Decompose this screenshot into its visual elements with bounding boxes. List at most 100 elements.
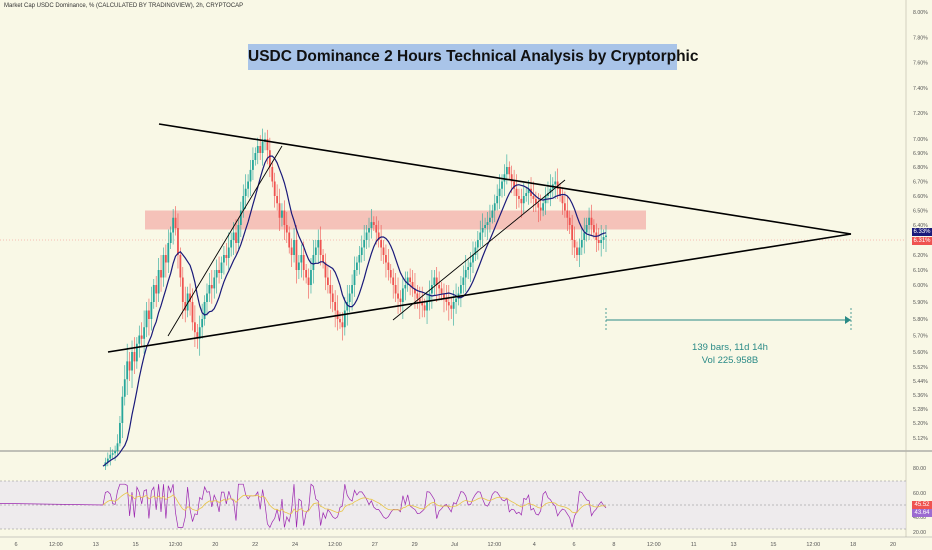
- candle-body: [479, 232, 482, 240]
- short-support-line-2: [392, 179, 566, 321]
- candle-body: [399, 298, 402, 302]
- candle-body: [443, 293, 445, 299]
- candle-body: [392, 277, 395, 285]
- time-tick-label: 12:00: [487, 542, 501, 548]
- time-tick-label: 20: [212, 542, 218, 548]
- candle-body: [505, 167, 508, 175]
- candle-body: [520, 198, 523, 204]
- current-price-label: 6.33%: [912, 228, 932, 236]
- candle-body: [220, 262, 223, 273]
- price-tick-label: 5.28%: [913, 407, 928, 413]
- candle-body: [556, 181, 559, 189]
- moving-average-line: [102, 155, 607, 467]
- candle-body: [447, 302, 450, 306]
- candle-body: [501, 181, 503, 189]
- candle-body: [206, 293, 208, 302]
- candle-body: [346, 302, 349, 311]
- candle-body: [397, 293, 399, 299]
- candle-body: [126, 361, 129, 380]
- time-tick-label: 15: [770, 542, 776, 548]
- rsi-value-label: 45.52: [912, 501, 932, 509]
- candle-body: [585, 225, 588, 233]
- time-tick-label: 24: [292, 542, 298, 548]
- candle-body: [184, 302, 187, 311]
- candle-body: [177, 228, 179, 255]
- candle-body: [515, 188, 518, 196]
- candle-body: [450, 305, 453, 309]
- candle-body: [261, 141, 264, 153]
- candle-body: [111, 453, 114, 455]
- candle-body: [152, 285, 155, 302]
- candle-body: [593, 225, 595, 233]
- candle-body: [213, 277, 216, 289]
- price-tick-label: 5.90%: [913, 300, 928, 306]
- candle-body: [498, 188, 501, 196]
- candle-body: [573, 240, 576, 248]
- candle-body: [326, 277, 329, 285]
- candle-body: [559, 188, 561, 196]
- candle-body: [273, 181, 276, 196]
- time-tick-label: 11: [691, 542, 697, 548]
- candle-body: [510, 174, 513, 182]
- candle-body: [242, 196, 245, 211]
- candle-body: [283, 210, 286, 225]
- candle-body: [203, 302, 206, 319]
- price-tick-label: 7.80%: [913, 35, 928, 41]
- price-tick-label: 5.44%: [913, 379, 928, 385]
- candle-body: [493, 203, 496, 211]
- candle-body: [602, 237, 605, 240]
- candle-body: [150, 302, 153, 319]
- candle-body: [302, 255, 305, 270]
- candle-body: [215, 270, 218, 278]
- candle-body: [281, 210, 283, 218]
- candle-body: [259, 146, 262, 153]
- candle-body: [227, 247, 230, 258]
- candle-body: [252, 160, 254, 170]
- candle-body: [365, 232, 368, 240]
- time-tick-label: 20: [890, 542, 896, 548]
- candle-body: [239, 210, 242, 225]
- candle-body: [423, 305, 426, 311]
- candle-body: [155, 285, 158, 294]
- candle-body: [534, 198, 537, 204]
- candle-body: [554, 181, 557, 185]
- candle-body: [513, 181, 516, 189]
- candle-body: [157, 270, 160, 294]
- candle-body: [368, 228, 370, 233]
- candle-body: [109, 454, 112, 459]
- time-tick-label: 12:00: [49, 542, 63, 548]
- candle-body: [525, 193, 528, 196]
- candle-body: [138, 335, 141, 344]
- candle-body: [232, 232, 235, 240]
- time-tick-label: 12:00: [647, 542, 661, 548]
- candle-body: [307, 277, 310, 285]
- candle-body: [438, 285, 441, 289]
- candle-body: [435, 277, 438, 285]
- candle-body: [341, 322, 344, 328]
- candle-body: [322, 255, 324, 263]
- candle-body: [430, 285, 433, 294]
- price-tick-label: 5.60%: [913, 350, 928, 356]
- candle-body: [590, 217, 593, 225]
- candle-body: [196, 332, 199, 339]
- candle-body: [401, 288, 404, 302]
- candle-body: [385, 255, 387, 263]
- price-tick-label: 6.00%: [913, 283, 928, 289]
- price-tick-label: 8.00%: [913, 10, 928, 16]
- candle-body: [235, 232, 237, 243]
- measure-arrow: [845, 316, 851, 324]
- candle-body: [460, 285, 462, 294]
- candle-body: [489, 217, 491, 223]
- candle-body: [605, 235, 607, 237]
- price-tick-label: 7.20%: [913, 111, 928, 117]
- candle-body: [469, 262, 472, 267]
- candle-body: [380, 240, 383, 248]
- candle-body: [271, 167, 274, 182]
- price-tick-label: 7.00%: [913, 137, 928, 143]
- candle-body: [266, 139, 269, 151]
- candle-body: [518, 196, 520, 199]
- candle-body: [300, 255, 303, 263]
- price-tick-label: 6.90%: [913, 151, 928, 157]
